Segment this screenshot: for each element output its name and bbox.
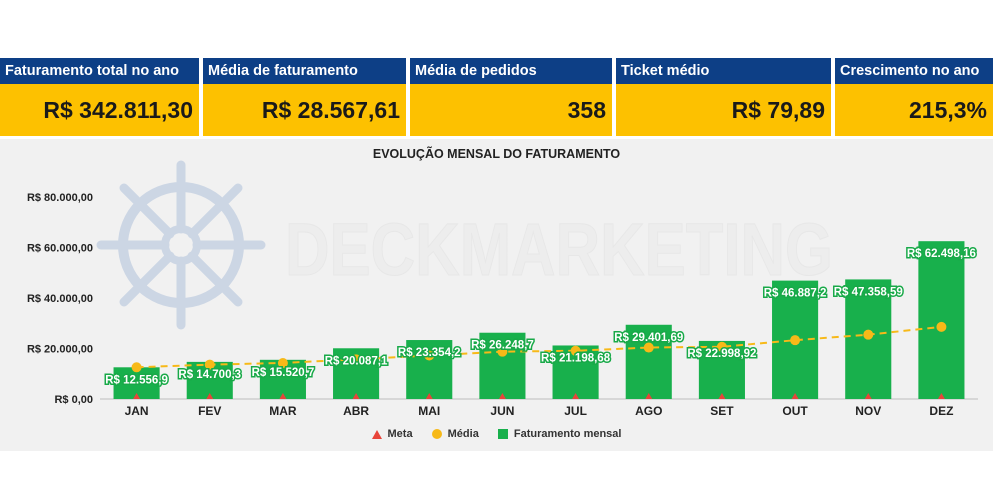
- meta-marker: [937, 393, 945, 399]
- media-series: [131, 321, 947, 373]
- kpi-value: 215,3%: [835, 84, 993, 136]
- kpi-label: Média de pedidos: [410, 58, 612, 84]
- meta-marker: [425, 393, 433, 399]
- kpi-label: Ticket médio: [616, 58, 831, 84]
- kpi-value: 358: [410, 84, 612, 136]
- media-point: [790, 335, 801, 346]
- y-tick-label: R$ 60.000,00: [27, 243, 93, 255]
- kpi-media-pedidos: Média de pedidos 358: [410, 58, 612, 136]
- ship-wheel-icon: [96, 160, 266, 330]
- y-tick-label: R$ 40.000,00: [27, 293, 93, 305]
- circle-marker-icon: [431, 429, 442, 440]
- kpi-row: Faturamento total no ano R$ 342.811,30 M…: [0, 58, 993, 136]
- watermark: DECKMARKETING: [96, 160, 834, 330]
- x-tick-label: DEZ: [929, 404, 953, 418]
- meta-marker: [352, 393, 360, 399]
- meta-marker: [718, 393, 726, 399]
- meta-marker: [206, 393, 214, 399]
- square-marker-icon: [497, 429, 508, 440]
- kpi-value: R$ 79,89: [616, 84, 831, 136]
- y-tick-label: R$ 20.000,00: [27, 344, 93, 356]
- media-point: [497, 346, 508, 357]
- media-point: [351, 354, 362, 365]
- media-point: [936, 321, 947, 332]
- x-tick-label: ABR: [343, 404, 369, 418]
- bar-mai: [406, 340, 453, 399]
- legend-label: Faturamento mensal: [513, 428, 622, 441]
- triangle-marker-icon: [371, 429, 382, 439]
- meta-marker: [279, 393, 287, 399]
- meta-marker: [572, 393, 580, 399]
- kpi-label: Crescimento no ano: [835, 58, 993, 84]
- legend-label: Meta: [387, 428, 413, 441]
- media-point: [204, 359, 215, 370]
- x-tick-label: JUL: [564, 404, 587, 418]
- data-label: R$ 20.087,1: [325, 355, 388, 367]
- x-tick-label: FEV: [198, 404, 221, 418]
- kpi-value: R$ 342.811,30: [0, 84, 199, 136]
- x-tick-label: MAR: [269, 404, 297, 418]
- legend-item-meta: Meta: [371, 428, 413, 441]
- meta-series: [133, 393, 945, 399]
- x-tick-label: AGO: [635, 404, 662, 418]
- media-point: [570, 345, 581, 356]
- data-label: R$ 62.498,16: [907, 248, 976, 260]
- x-axis: JAN FEV MAR ABR MAI JUN JUL AGO SET OUT NOV DEZ: [125, 404, 954, 418]
- legend-label: Média: [447, 428, 479, 441]
- legend-item-faturamento: Faturamento mensal: [497, 428, 622, 441]
- media-point: [643, 342, 654, 353]
- media-point: [863, 329, 874, 340]
- data-label: R$ 46.887,2: [764, 288, 827, 300]
- kpi-label: Faturamento total no ano: [0, 58, 199, 84]
- x-tick-label: JUN: [490, 404, 514, 418]
- kpi-label: Média de faturamento: [203, 58, 406, 84]
- bar-dez: [918, 241, 965, 399]
- x-tick-label: JAN: [125, 404, 149, 418]
- x-tick-label: MAI: [418, 404, 440, 418]
- legend: Meta Média Faturamento mensal: [0, 428, 993, 440]
- data-label: R$ 26.248,7: [471, 340, 534, 352]
- y-tick-label: R$ 0,00: [54, 394, 93, 406]
- x-tick-label: NOV: [855, 404, 881, 418]
- media-point: [277, 357, 288, 368]
- media-point: [424, 350, 435, 361]
- kpi-crescimento: Crescimento no ano 215,3%: [835, 58, 993, 136]
- x-tick-label: SET: [710, 404, 734, 418]
- chart-title: EVOLUÇÃO MENSAL DO FATURAMENTO: [372, 147, 621, 161]
- meta-marker: [498, 393, 506, 399]
- meta-marker: [133, 393, 141, 399]
- data-label: R$ 21.198,68: [541, 352, 611, 364]
- data-label: R$ 14.700,3: [178, 369, 241, 381]
- media-point: [131, 362, 142, 373]
- watermark-text: DECKMARKETING: [285, 208, 833, 291]
- data-label: R$ 47.358,59: [834, 286, 903, 298]
- data-label: R$ 22.998,92: [687, 348, 756, 360]
- kpi-ticket-medio: Ticket médio R$ 79,89: [616, 58, 831, 136]
- bar-jun: [479, 332, 526, 399]
- data-label: R$ 12.556,9: [105, 374, 168, 386]
- y-tick-label: R$ 80.000,00: [27, 192, 93, 204]
- meta-marker: [864, 393, 872, 399]
- meta-marker: [791, 393, 799, 399]
- data-label: R$ 29.401,69: [614, 332, 683, 344]
- meta-marker: [645, 393, 653, 399]
- data-label: R$ 23.354,2: [398, 347, 461, 359]
- legend-item-media: Média: [431, 428, 479, 441]
- kpi-value: R$ 28.567,61: [203, 84, 406, 136]
- y-axis: R$ 0,00 R$ 20.000,00 R$ 40.000,00 R$ 60.000…: [27, 192, 93, 406]
- x-tick-label: OUT: [782, 404, 808, 418]
- media-point: [716, 341, 727, 352]
- data-label: R$ 15.520,7: [252, 367, 315, 379]
- kpi-faturamento-total: Faturamento total no ano R$ 342.811,30: [0, 58, 199, 136]
- data-labels: R$ 12.556,9 R$ 14.700,3 R$ 15.520,7 R$ 20.0…: [104, 247, 978, 388]
- kpi-media-faturamento: Média de faturamento R$ 28.567,61: [203, 58, 406, 136]
- bar-ago: [625, 324, 672, 399]
- media-line: [136, 325, 942, 369]
